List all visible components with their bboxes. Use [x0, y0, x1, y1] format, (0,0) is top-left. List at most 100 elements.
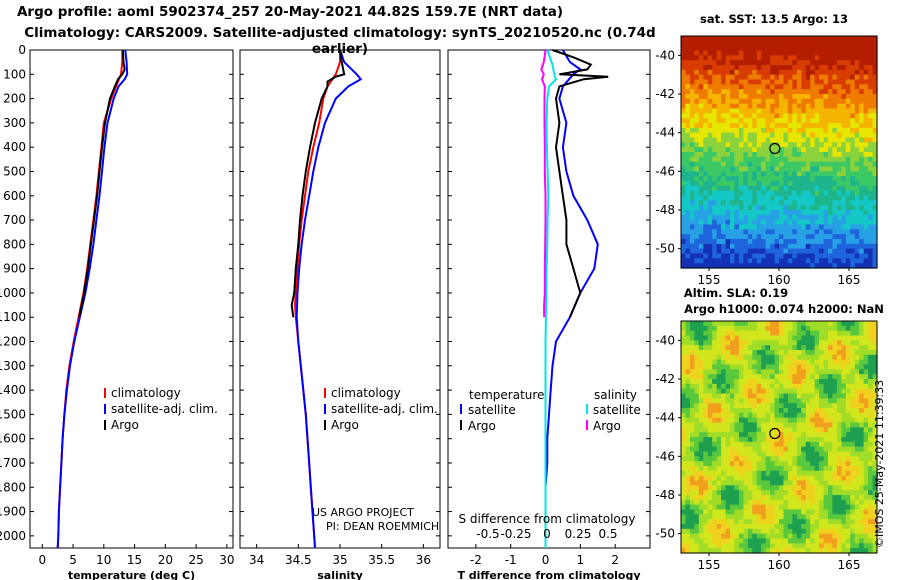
sst-map-cell: [716, 84, 722, 90]
sla-map-cell: [681, 485, 687, 491]
sla-map-cell: [703, 427, 709, 433]
sla-map-cell: [712, 514, 718, 520]
sla-map-cell: [752, 437, 758, 443]
sla-map-cell: [823, 548, 829, 554]
sla-map-cell: [703, 350, 709, 356]
sla-map-cell: [805, 495, 811, 501]
sla-map-cell: [792, 340, 798, 346]
sla-map-cell: [721, 480, 727, 486]
sst-map-cell: [872, 253, 878, 259]
sst-map-cell: [796, 234, 802, 240]
sla-map-cell: [814, 456, 820, 462]
sla-map-cell: [823, 350, 829, 356]
sla-map-cell: [819, 432, 825, 438]
sst-map-cell: [689, 94, 695, 100]
sla-map-cell: [698, 335, 704, 341]
sst-map-cell: [774, 263, 780, 269]
sst-map-cell: [868, 195, 874, 201]
sla-map-cell: [836, 509, 842, 515]
sst-map-cell: [841, 60, 847, 66]
sla-map-cell: [872, 441, 878, 448]
sla-map-cell: [756, 528, 762, 535]
sst-map-cell: [721, 171, 727, 177]
sla-map-cell: [828, 393, 834, 399]
sst-map-cell: [756, 127, 762, 134]
sla-map-cell: [810, 504, 816, 511]
sst-map-cell: [810, 123, 816, 129]
sst-map-cell: [823, 132, 829, 139]
sst-map-cell: [841, 152, 847, 158]
sla-map-cell: [850, 398, 856, 404]
sla-map-cell: [828, 403, 834, 409]
sla-map-cell: [685, 470, 691, 477]
sst-map-cell: [725, 89, 731, 95]
sst-map-cell: [761, 234, 767, 240]
sst-map-cell: [859, 219, 865, 226]
sst-map-cell: [716, 219, 722, 226]
sla-map-cell: [747, 393, 753, 399]
sla-map-cell: [734, 504, 740, 511]
sst-map-cell: [703, 55, 709, 61]
sla-map-cell: [832, 441, 838, 448]
sst-map-cell: [685, 127, 691, 134]
sla-map-cell: [832, 330, 838, 337]
sla-map-cell: [774, 359, 780, 366]
sla-map-cell: [707, 538, 713, 544]
sst-map-cell: [832, 181, 838, 187]
sst-map-cell: [689, 156, 695, 163]
sst-map-cell: [734, 248, 740, 255]
sla-map-cell: [681, 350, 687, 356]
sla-map-cell: [703, 398, 709, 404]
sla-map-cell: [707, 427, 713, 433]
sla-map-cell: [801, 325, 807, 332]
sla-map-cell: [841, 475, 847, 482]
sst-map-cell: [868, 258, 874, 264]
sla-map-cell: [752, 379, 758, 385]
sla-map-cell: [859, 441, 865, 448]
sst-map-cell: [743, 219, 749, 226]
sla-map-cell: [689, 466, 695, 472]
sla-map-cell: [819, 422, 825, 428]
sla-map-cell: [783, 456, 789, 462]
sla-map-cell: [716, 398, 722, 404]
sst-map-cell: [792, 103, 798, 110]
sla-map-cell: [730, 350, 736, 356]
sst-map-cell: [850, 243, 856, 250]
sla-map-cell: [694, 321, 700, 327]
sla-map-cell: [792, 543, 798, 549]
sst-map-cell: [783, 147, 789, 153]
sla-map-cell: [868, 475, 874, 482]
sst-map-cell: [756, 118, 762, 124]
sst-map-cell: [841, 190, 847, 197]
sst-map-cell: [819, 108, 825, 114]
credit-pi: PI: DEAN ROEMMICH: [326, 520, 439, 533]
sst-map-cell: [854, 127, 860, 134]
sla-map-cell: [707, 504, 713, 511]
sla-map-cell: [792, 509, 798, 515]
sst-map-cell: [716, 243, 722, 250]
sst-map-cell: [859, 98, 865, 105]
sla-map-cell: [863, 427, 869, 433]
sst-map-cell: [770, 263, 776, 269]
sst-map-cell: [850, 224, 856, 230]
sla-map-cell: [814, 490, 820, 496]
sla-map-cell: [716, 427, 722, 433]
sst-map-cell: [805, 65, 811, 71]
sst-map-cell: [707, 55, 713, 61]
sst-map-cell: [694, 45, 700, 52]
sst-map-cell: [770, 74, 776, 81]
sla-map-cell: [836, 354, 842, 361]
sst-map-cell: [752, 219, 758, 226]
sla-map-cell: [854, 321, 860, 327]
sla-map-cell: [770, 437, 776, 443]
sst-map-cell: [752, 248, 758, 255]
sst-map-cell: [828, 166, 834, 172]
sla-map-cell: [694, 422, 700, 428]
sst-map-cell: [774, 60, 780, 66]
sla-map-cell: [810, 340, 816, 346]
sla-map-cell: [725, 354, 731, 361]
sst-map-cell: [814, 219, 820, 226]
sla-map-cell: [814, 441, 820, 448]
sla-map-cell: [841, 354, 847, 361]
sla-map-cell: [845, 504, 851, 511]
